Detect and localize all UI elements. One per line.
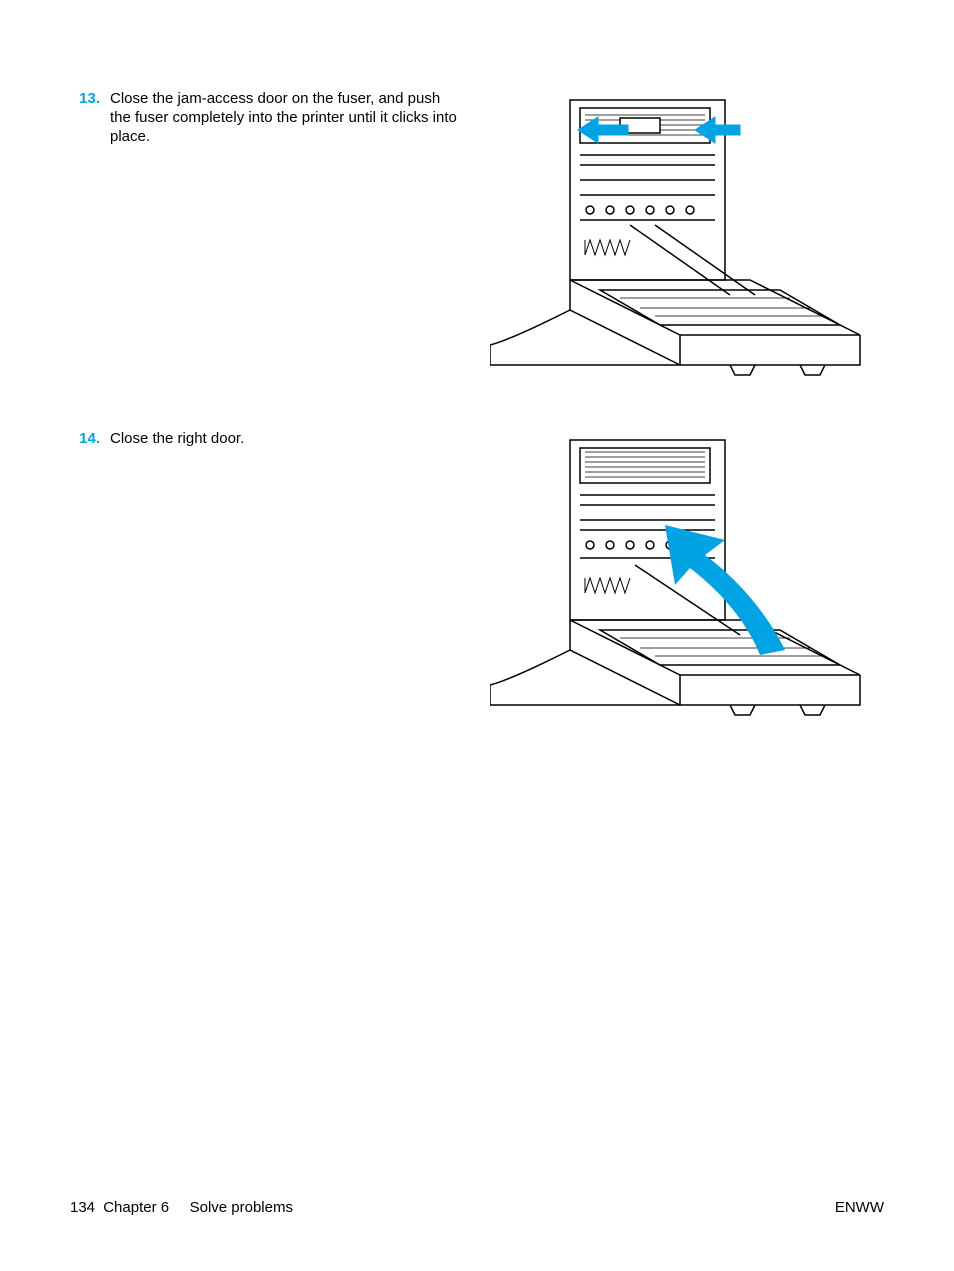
step-illustration-column xyxy=(490,430,884,720)
fuser-door-close-illustration xyxy=(490,90,870,380)
step-number-column: 13. xyxy=(70,90,110,108)
step-text: Close the jam-access door on the fuser, … xyxy=(110,90,460,146)
chapter-label: Chapter 6 xyxy=(103,1199,169,1216)
page-container: 13. Close the jam-access door on the fus… xyxy=(0,0,954,1271)
step-13: 13. Close the jam-access door on the fus… xyxy=(70,90,884,380)
footer-left: 134 Chapter 6 Solve problems xyxy=(70,1199,297,1216)
page-number: 134 xyxy=(70,1199,95,1216)
step-text: Close the right door. xyxy=(110,430,460,449)
step-text-column: Close the right door. xyxy=(110,430,490,449)
footer-locale: ENWW xyxy=(835,1199,884,1216)
step-14: 14. Close the right door. xyxy=(70,430,884,720)
step-number-column: 14. xyxy=(70,430,110,448)
step-number: 14. xyxy=(79,430,100,447)
right-door-close-illustration xyxy=(490,430,870,720)
page-footer: 134 Chapter 6 Solve problems ENWW xyxy=(70,1199,884,1216)
step-illustration-column xyxy=(490,90,884,380)
chapter-title: Solve problems xyxy=(190,1199,293,1216)
step-number: 13. xyxy=(79,90,100,107)
step-text-column: Close the jam-access door on the fuser, … xyxy=(110,90,490,146)
